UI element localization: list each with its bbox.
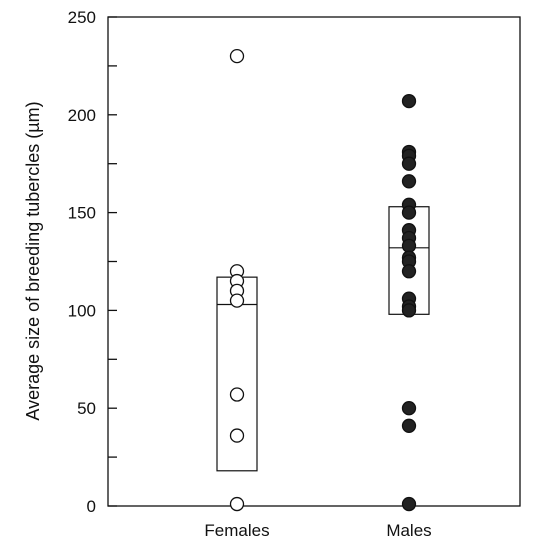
male-point [401, 205, 417, 220]
y-tick-label: 200 [68, 106, 96, 125]
y-tick-label: 150 [68, 204, 96, 223]
male-point [401, 156, 417, 171]
x-tick-label: Males [386, 521, 431, 540]
plot-frame [107, 16, 521, 507]
data-points [229, 48, 417, 512]
female-point [229, 428, 245, 443]
x-tick-label: Females [204, 521, 269, 540]
male-point [401, 264, 417, 279]
female-point [229, 496, 245, 512]
male-point [401, 238, 417, 254]
male-point [401, 174, 417, 189]
male-point [401, 401, 417, 416]
y-tick-label: 0 [87, 497, 96, 516]
male-point [401, 303, 417, 318]
female-point [229, 48, 245, 64]
y-axis: 0 50 100 150 200 250 [68, 8, 117, 516]
y-axis-title: Average size of breeding tubercles (µm) [23, 101, 43, 420]
y-tick-label: 100 [68, 301, 96, 320]
boxes [216, 206, 430, 472]
y-tick-label: 250 [68, 8, 96, 27]
y-tick-label: 50 [77, 399, 96, 418]
x-axis: Females Males [204, 521, 431, 540]
male-point [401, 418, 417, 433]
female-point [229, 387, 245, 402]
male-point [401, 93, 417, 109]
male-point [401, 496, 417, 512]
female-point [229, 293, 245, 308]
